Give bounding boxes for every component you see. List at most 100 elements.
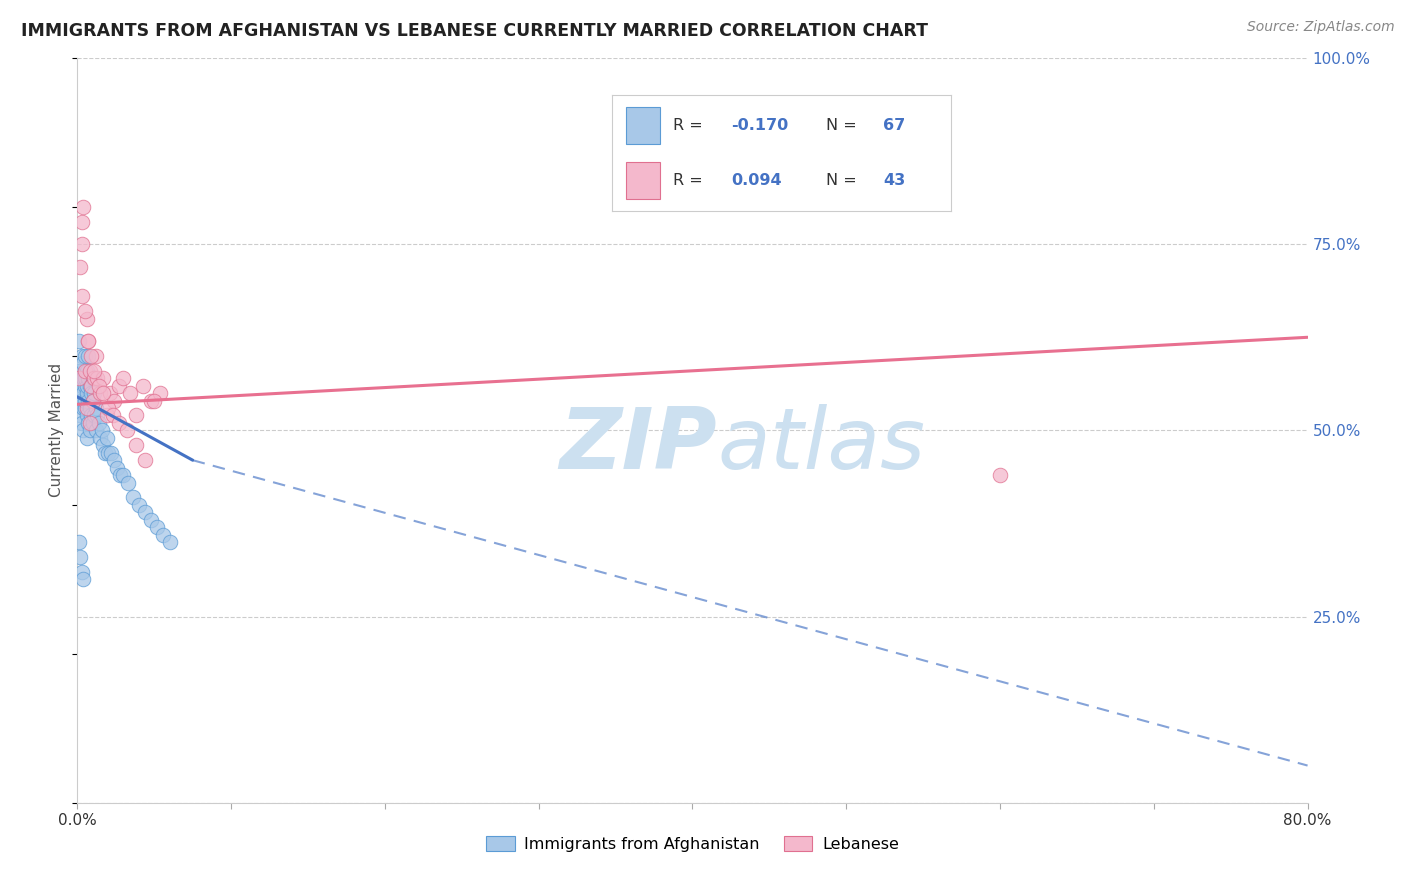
- Legend: Immigrants from Afghanistan, Lebanese: Immigrants from Afghanistan, Lebanese: [479, 830, 905, 858]
- Point: [72, 386, 94, 401]
- Point: [72, 401, 94, 415]
- Point: [84, 423, 107, 437]
- Point: [97, 401, 120, 415]
- Point: [93, 438, 115, 452]
- Point: [89, 431, 111, 445]
- Point: [73, 371, 96, 385]
- Point: [97, 446, 120, 460]
- Y-axis label: Currently Married: Currently Married: [49, 363, 65, 498]
- Point: [110, 468, 132, 483]
- Point: [105, 460, 128, 475]
- Point: [70, 416, 93, 430]
- Point: [159, 535, 181, 549]
- Point: [84, 401, 107, 415]
- Point: [77, 349, 100, 363]
- Point: [132, 378, 155, 392]
- Point: [152, 527, 174, 541]
- Point: [73, 393, 96, 408]
- Point: [79, 416, 101, 430]
- Point: [93, 386, 115, 401]
- Point: [67, 334, 90, 348]
- Point: [76, 401, 98, 415]
- Point: [84, 349, 107, 363]
- Point: [70, 349, 93, 363]
- Point: [76, 364, 98, 378]
- Point: [76, 431, 98, 445]
- Point: [141, 513, 163, 527]
- Text: Source: ZipAtlas.com: Source: ZipAtlas.com: [1247, 20, 1395, 34]
- Point: [988, 468, 1011, 483]
- Point: [76, 409, 98, 423]
- Point: [77, 416, 100, 430]
- Point: [96, 409, 118, 423]
- Point: [143, 393, 166, 408]
- Point: [87, 416, 110, 430]
- Point: [73, 304, 96, 318]
- Point: [69, 409, 91, 423]
- Text: atlas: atlas: [717, 404, 925, 487]
- Point: [93, 371, 115, 385]
- Point: [80, 349, 103, 363]
- Point: [96, 431, 118, 445]
- Point: [77, 334, 100, 348]
- Point: [115, 423, 138, 437]
- Point: [87, 378, 110, 392]
- Point: [83, 371, 105, 385]
- Point: [86, 409, 108, 423]
- Point: [72, 371, 94, 385]
- Point: [80, 386, 103, 401]
- Point: [112, 371, 135, 385]
- Point: [76, 386, 98, 401]
- Point: [86, 371, 108, 385]
- Point: [108, 416, 131, 430]
- Point: [77, 371, 100, 385]
- Point: [83, 364, 105, 378]
- Point: [94, 446, 117, 460]
- Point: [90, 423, 114, 437]
- Point: [77, 334, 100, 348]
- Point: [72, 423, 94, 437]
- Point: [70, 289, 93, 303]
- Point: [79, 378, 101, 392]
- Point: [69, 364, 91, 378]
- Point: [72, 200, 94, 214]
- Point: [67, 364, 90, 378]
- Point: [69, 393, 91, 408]
- Point: [141, 393, 163, 408]
- Point: [80, 378, 103, 392]
- Point: [70, 378, 93, 392]
- Point: [118, 386, 141, 401]
- Point: [82, 371, 104, 385]
- Point: [134, 453, 156, 467]
- Point: [73, 401, 96, 415]
- Point: [73, 364, 96, 378]
- Point: [73, 349, 96, 363]
- Point: [76, 311, 98, 326]
- Point: [82, 393, 104, 408]
- Point: [117, 475, 139, 490]
- Point: [108, 378, 131, 392]
- Point: [70, 565, 93, 579]
- Text: ZIP: ZIP: [560, 404, 717, 487]
- Point: [69, 386, 91, 401]
- Point: [72, 356, 94, 370]
- Point: [72, 573, 94, 587]
- Point: [101, 409, 124, 423]
- Point: [100, 446, 122, 460]
- Point: [128, 498, 150, 512]
- Point: [76, 378, 98, 392]
- Point: [69, 549, 91, 564]
- Point: [80, 409, 103, 423]
- Point: [121, 491, 143, 505]
- Point: [77, 393, 100, 408]
- Point: [125, 438, 148, 452]
- Point: [103, 453, 125, 467]
- Point: [82, 393, 104, 408]
- Point: [112, 468, 135, 483]
- Point: [134, 505, 156, 519]
- Text: IMMIGRANTS FROM AFGHANISTAN VS LEBANESE CURRENTLY MARRIED CORRELATION CHART: IMMIGRANTS FROM AFGHANISTAN VS LEBANESE …: [21, 22, 928, 40]
- Point: [103, 393, 125, 408]
- Point: [67, 371, 90, 385]
- Point: [79, 423, 101, 437]
- Point: [70, 237, 93, 252]
